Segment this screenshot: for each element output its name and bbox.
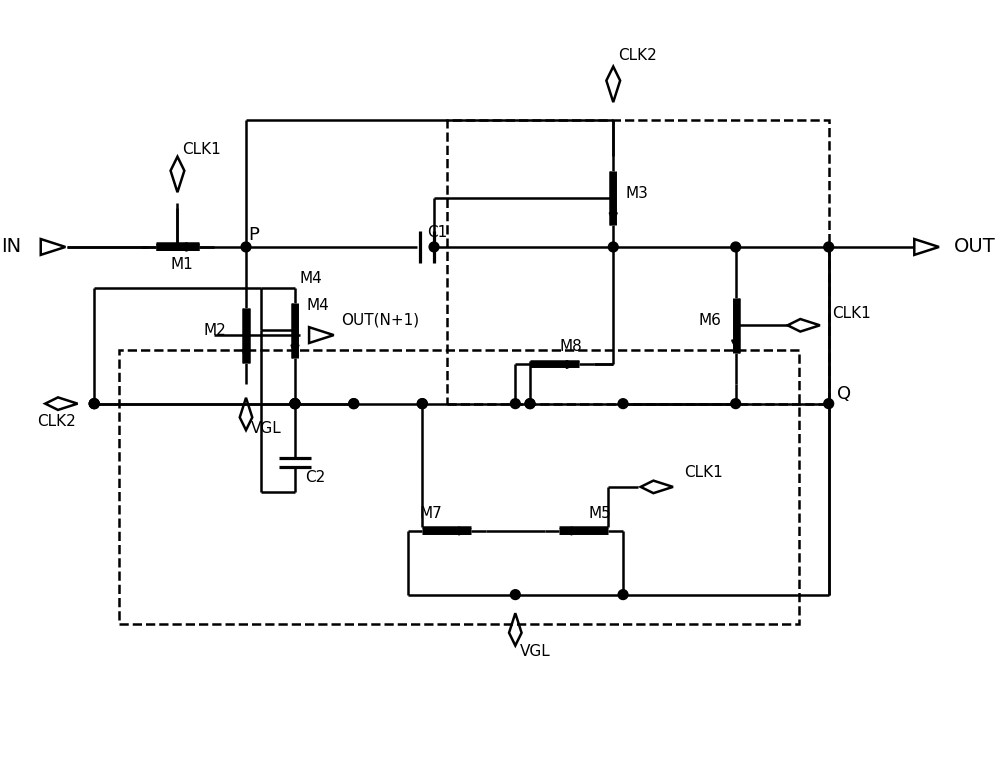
Circle shape — [824, 399, 834, 409]
Text: M2: M2 — [204, 323, 226, 337]
Text: OUT: OUT — [954, 238, 996, 256]
Circle shape — [417, 399, 427, 409]
Text: VGL: VGL — [520, 644, 551, 659]
Text: P: P — [248, 226, 259, 245]
Bar — [119, 350, 799, 624]
Text: M5: M5 — [589, 506, 612, 521]
Text: C2: C2 — [305, 470, 325, 485]
Text: M1: M1 — [171, 257, 194, 272]
Circle shape — [290, 399, 300, 409]
Circle shape — [349, 399, 359, 409]
Text: CLK2: CLK2 — [37, 414, 76, 429]
Circle shape — [608, 242, 618, 252]
Text: M3: M3 — [625, 186, 648, 200]
Circle shape — [510, 399, 520, 409]
Circle shape — [618, 399, 628, 409]
Text: C1: C1 — [427, 224, 447, 240]
Text: VGL: VGL — [251, 420, 282, 436]
Circle shape — [525, 399, 535, 409]
Circle shape — [89, 399, 99, 409]
Circle shape — [349, 399, 359, 409]
Bar — [447, 120, 829, 404]
Text: CLK1: CLK1 — [684, 464, 723, 480]
Circle shape — [290, 399, 300, 409]
Text: M7: M7 — [419, 506, 442, 521]
Circle shape — [241, 242, 251, 252]
Text: Q: Q — [837, 385, 851, 402]
Circle shape — [824, 242, 834, 252]
Text: M4: M4 — [300, 271, 323, 286]
Text: CLK2: CLK2 — [618, 49, 657, 63]
Text: M4: M4 — [307, 298, 329, 313]
Text: M8: M8 — [559, 339, 582, 354]
Text: IN: IN — [1, 238, 21, 256]
Circle shape — [510, 590, 520, 600]
Circle shape — [417, 399, 427, 409]
Circle shape — [525, 399, 535, 409]
Text: CLK1: CLK1 — [182, 142, 221, 156]
Circle shape — [731, 242, 741, 252]
Circle shape — [290, 399, 300, 409]
Text: M6: M6 — [698, 313, 721, 328]
Circle shape — [290, 399, 300, 409]
Circle shape — [618, 590, 628, 600]
Circle shape — [731, 399, 741, 409]
Circle shape — [89, 399, 99, 409]
Circle shape — [89, 399, 99, 409]
Circle shape — [429, 242, 439, 252]
Text: CLK1: CLK1 — [832, 306, 870, 321]
Text: OUT(N+1): OUT(N+1) — [341, 313, 419, 328]
